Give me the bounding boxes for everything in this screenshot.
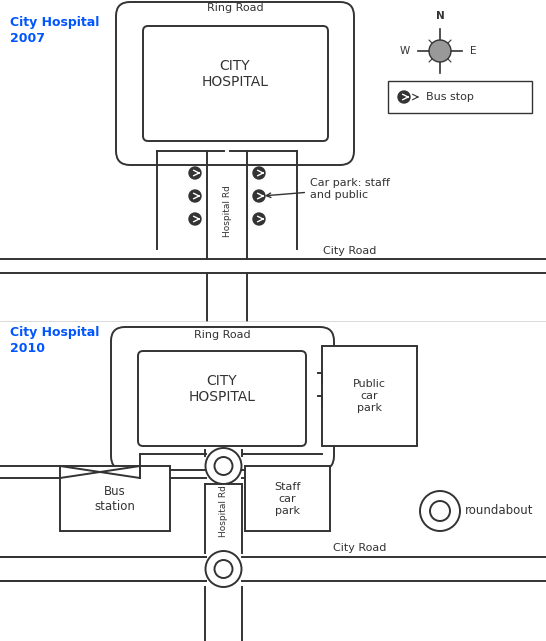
- Bar: [322, 346, 417, 446]
- Text: Ring Road: Ring Road: [194, 330, 250, 340]
- Circle shape: [189, 213, 201, 225]
- Circle shape: [205, 448, 241, 484]
- Text: S: S: [437, 81, 443, 91]
- Circle shape: [253, 213, 265, 225]
- Text: Car park: staff
and public: Car park: staff and public: [266, 178, 390, 199]
- Circle shape: [215, 560, 233, 578]
- Text: City Hospital
2010: City Hospital 2010: [10, 326, 99, 355]
- Circle shape: [215, 457, 233, 475]
- Text: Ring Road: Ring Road: [207, 3, 263, 13]
- FancyBboxPatch shape: [116, 2, 354, 165]
- Circle shape: [189, 167, 201, 179]
- Text: Staff
car
park: Staff car park: [274, 483, 300, 515]
- Text: roundabout: roundabout: [465, 504, 533, 517]
- Text: Hospital Rd: Hospital Rd: [218, 485, 228, 537]
- Text: N: N: [436, 11, 444, 21]
- FancyBboxPatch shape: [138, 351, 306, 446]
- Bar: [60, 466, 170, 531]
- Circle shape: [253, 190, 265, 202]
- Text: CITY
HOSPITAL: CITY HOSPITAL: [201, 59, 269, 89]
- FancyBboxPatch shape: [388, 81, 532, 113]
- Text: City Road: City Road: [323, 246, 377, 256]
- FancyBboxPatch shape: [143, 26, 328, 141]
- Text: Public
car
park: Public car park: [353, 379, 385, 413]
- Circle shape: [429, 40, 451, 62]
- Text: E: E: [470, 46, 477, 56]
- Bar: [245, 466, 330, 531]
- Circle shape: [398, 91, 410, 103]
- Circle shape: [420, 491, 460, 531]
- Text: Bus
station: Bus station: [94, 485, 135, 513]
- Text: City Hospital
2007: City Hospital 2007: [10, 16, 99, 45]
- Text: City Road: City Road: [333, 543, 387, 553]
- Circle shape: [430, 501, 450, 521]
- Text: CITY
HOSPITAL: CITY HOSPITAL: [188, 374, 256, 404]
- Text: W: W: [400, 46, 410, 56]
- Circle shape: [253, 167, 265, 179]
- FancyBboxPatch shape: [111, 327, 334, 470]
- Circle shape: [189, 190, 201, 202]
- Circle shape: [205, 551, 241, 587]
- Text: Bus stop: Bus stop: [426, 92, 474, 102]
- Text: Hospital Rd: Hospital Rd: [223, 185, 232, 237]
